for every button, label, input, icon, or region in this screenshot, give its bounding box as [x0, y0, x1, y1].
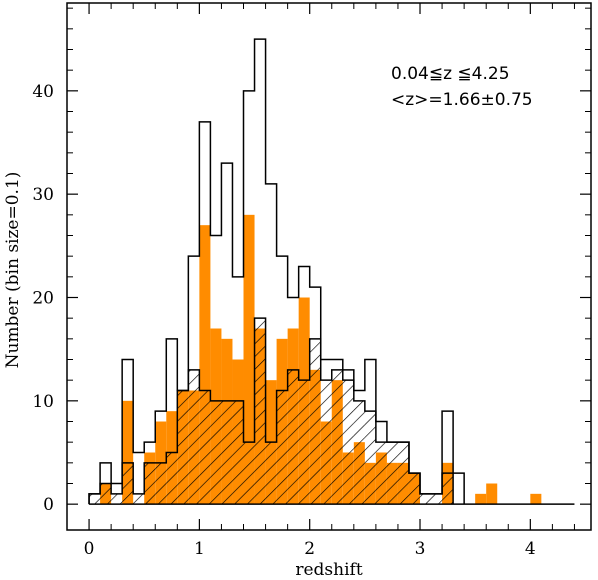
hatched-series-outline [88, 317, 454, 505]
hatched-bar [155, 462, 167, 505]
hatched-bar [442, 473, 454, 505]
hatched-bar [166, 452, 178, 505]
hatched-bar [276, 390, 288, 505]
x-tick-label: 4 [525, 539, 536, 559]
hatched-bar [265, 442, 277, 505]
hatched-bar [232, 400, 244, 505]
y-axis-title: Number (bin size=0.1) [3, 172, 23, 369]
hatched-bar [375, 442, 387, 505]
hatched-bar [342, 380, 354, 505]
outline-series-line [88, 38, 465, 505]
annotation-z-mean: <z>=1.66±0.75 [391, 90, 533, 110]
y-tick-label: 0 [43, 495, 54, 515]
hatched-bar [320, 380, 332, 505]
hatched-bar [221, 400, 233, 505]
hatched-bar [287, 369, 299, 505]
y-tick-label: 40 [32, 82, 54, 102]
y-tick-label: 10 [32, 392, 54, 412]
x-tick-label: 3 [415, 539, 426, 559]
hatched-bar [420, 493, 432, 505]
hatched-bar [89, 493, 101, 505]
hatched-bar [331, 369, 343, 505]
hatched-bar [199, 390, 211, 505]
hatched-bar [353, 400, 365, 505]
orange-bar [475, 493, 487, 505]
hatched-histogram-series [88, 317, 454, 505]
hatched-bar [122, 462, 134, 505]
hatched-bar [431, 493, 443, 505]
hatched-bar [298, 380, 310, 505]
orange-bar [486, 483, 498, 505]
hatched-bar [408, 473, 421, 505]
hatched-bar [111, 493, 123, 505]
hatched-bar [210, 400, 222, 505]
y-tick-label: 20 [32, 289, 54, 309]
orange-bar [530, 493, 542, 505]
hatched-bar [397, 442, 409, 505]
hatched-bar [177, 390, 189, 505]
hatched-bar [309, 338, 321, 505]
hatched-bar [243, 442, 255, 505]
x-tick-label: 2 [304, 539, 315, 559]
orange-bar [199, 225, 211, 505]
x-tick-label: 1 [194, 539, 205, 559]
hatched-bar [254, 318, 266, 505]
x-tick-label: 0 [84, 539, 95, 559]
orange-bar [122, 400, 134, 505]
annotation-z-range: 0.04≦z ≦4.25 [391, 64, 510, 84]
y-tick-label: 30 [32, 185, 54, 205]
hatched-bar [386, 442, 398, 505]
hatched-bar [133, 493, 145, 505]
outline-histogram-series [88, 38, 575, 505]
orange-bar [243, 214, 255, 505]
hatched-bar [100, 483, 112, 505]
hatched-bar [144, 462, 156, 505]
hatched-bar [188, 369, 200, 505]
x-axis-title: redshift [295, 560, 362, 580]
plot-frame [66, 2, 592, 531]
hatched-bar [364, 411, 376, 505]
